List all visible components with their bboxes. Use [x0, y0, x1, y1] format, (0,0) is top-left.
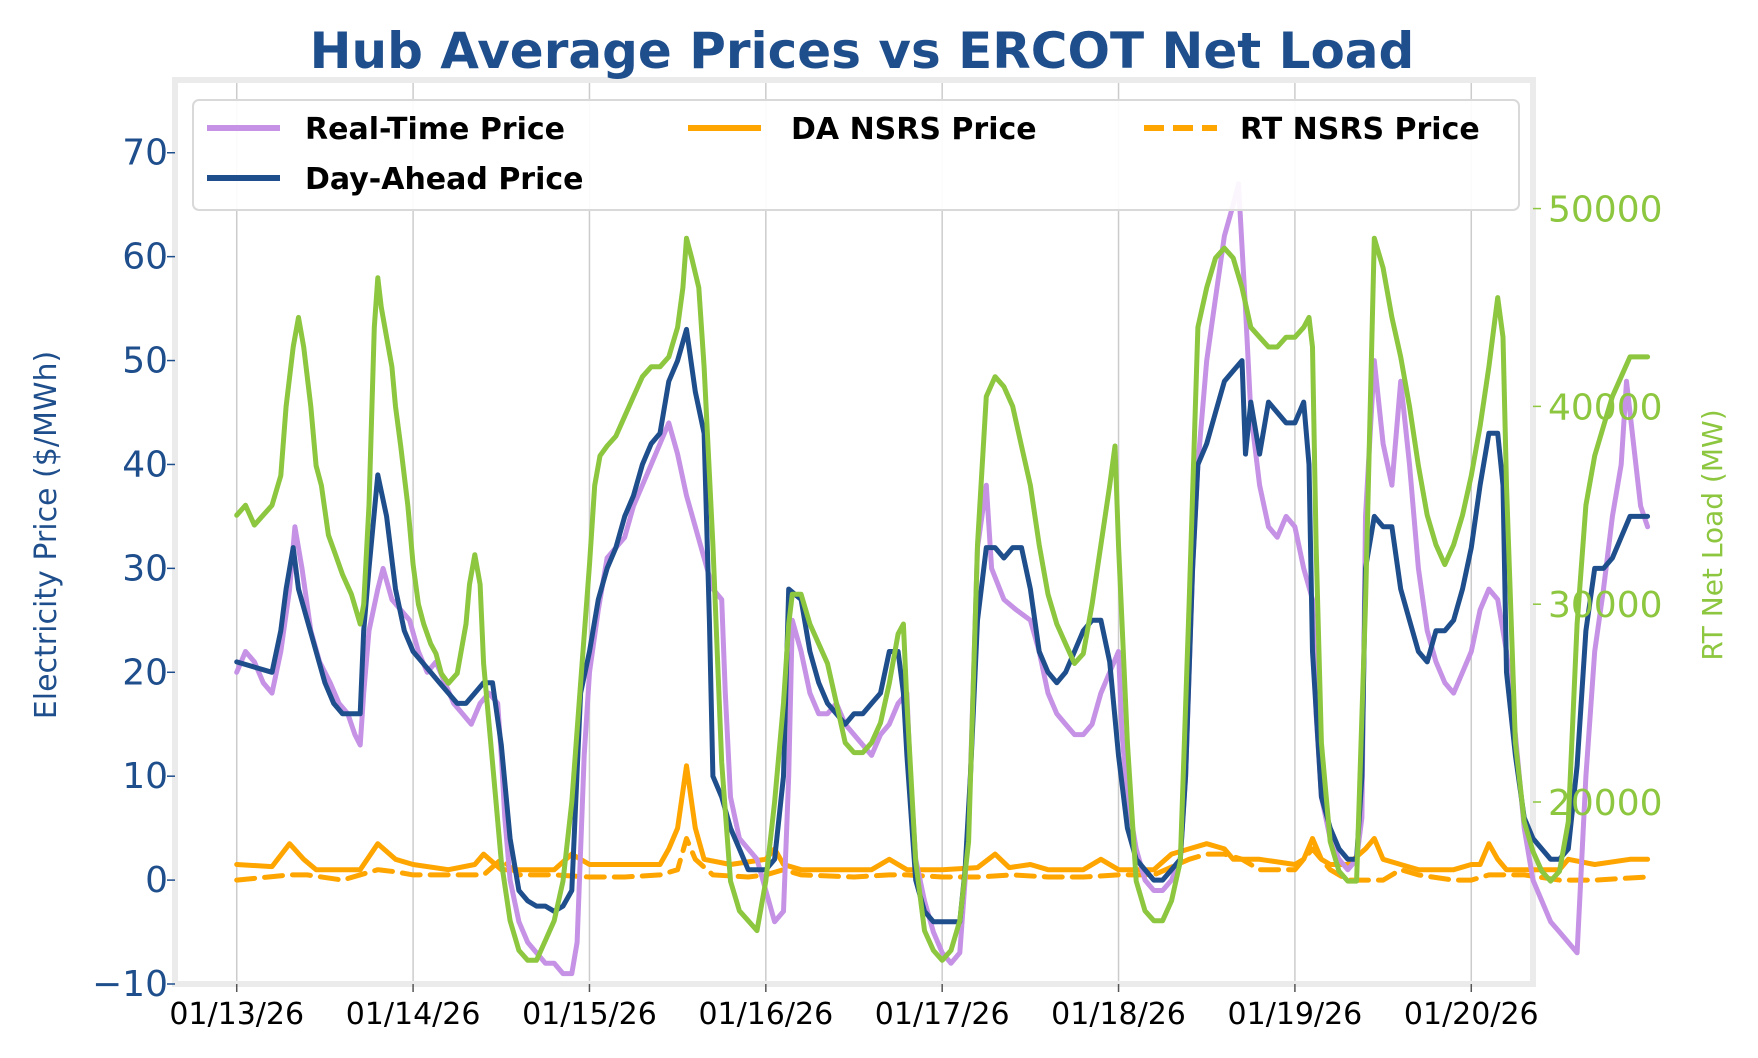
series-line-day-ahead-price [234, 326, 1651, 925]
series-line-rt-net-load [234, 235, 1651, 963]
chart-title: Hub Average Prices vs ERCOT Net Load [310, 22, 1415, 80]
y-left-tick-label: 0 [145, 860, 168, 901]
series-layer [234, 181, 1651, 977]
y-right-tick-label: 20000 [1548, 783, 1663, 824]
x-tick-label: 01/17/26 [875, 997, 1010, 1032]
series-line-real-time-price [234, 181, 1651, 977]
series-line-rt-nsrs-price [234, 836, 1651, 883]
y-left-tick-label: 40 [122, 444, 168, 485]
series-line-da-nsrs-price [234, 763, 1651, 873]
x-tick-label: 01/15/26 [522, 997, 657, 1032]
y-left-tick-label: 60 [122, 237, 168, 278]
legend-label-day-ahead-price: Day-Ahead Price [305, 162, 584, 197]
legend-label-real-time-price: Real-Time Price [305, 112, 565, 147]
y-left-tick-label: 20 [122, 652, 168, 693]
x-tick-label: 01/20/26 [1404, 997, 1539, 1032]
legend-label-rt-nsrs-price: RT NSRS Price [1240, 112, 1480, 147]
legend: Real-Time Price Day-Ahead Price DA NSRS … [192, 99, 1520, 211]
plot-frame [172, 77, 1536, 987]
x-tick-label: 01/14/26 [346, 997, 481, 1032]
y-right-tick-label: 50000 [1548, 190, 1663, 231]
x-tick-label: 01/16/26 [698, 997, 833, 1032]
y-left-tick-label: 10 [122, 756, 168, 797]
x-tick-label: 01/19/26 [1228, 997, 1363, 1032]
x-tick-label: 01/18/26 [1051, 997, 1186, 1032]
y-left-tick-label: 70 [122, 133, 168, 174]
y-right-tick-label: 30000 [1548, 585, 1663, 626]
y-axis-right-label: RT Net Load (MW) [1696, 409, 1729, 660]
x-tick-label: 01/13/26 [169, 997, 304, 1032]
y-right-tick-label: 40000 [1548, 387, 1663, 428]
y-axis-left-label: Electricity Price ($/MWh) [29, 351, 64, 719]
y-left-tick-label: 30 [122, 548, 168, 589]
legend-label-da-nsrs-price: DA NSRS Price [791, 112, 1037, 147]
y-left-tick-label: 50 [122, 341, 168, 382]
axes: 01/13/26 01/14/26 01/15/26 01/16/26 01/17/26… [92, 133, 1663, 1032]
y-left-tick-label: −10 [92, 964, 168, 1005]
